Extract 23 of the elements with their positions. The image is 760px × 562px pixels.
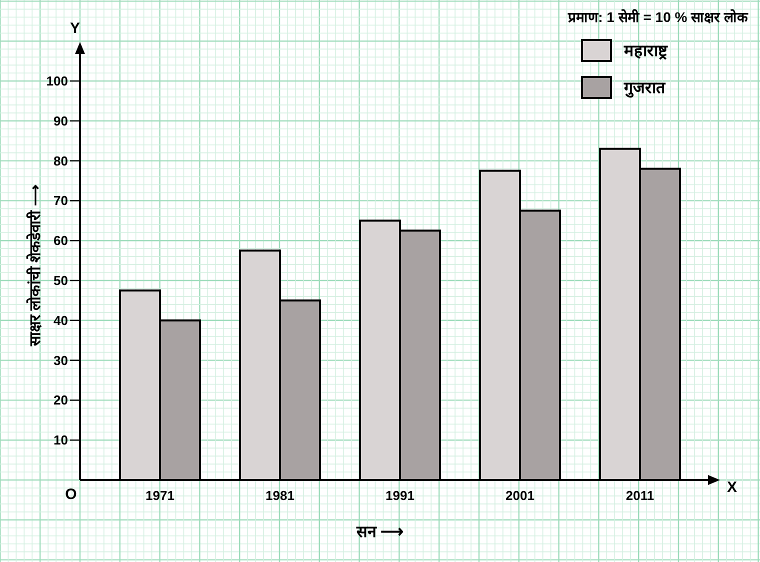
chart-title: प्रमाण: 1 सेमी = 10 % साक्षर लोक	[567, 9, 749, 25]
y-tick-label: 70	[54, 193, 68, 208]
x-tick-label: 1991	[386, 488, 414, 503]
x-axis-title: सन ⟶	[355, 524, 404, 541]
y-tick-label: 50	[54, 273, 68, 288]
y-tick-label: 100	[46, 74, 68, 88]
y-tick-label: 40	[54, 312, 68, 328]
text: Y	[70, 20, 80, 37]
legend-label: गुजरात	[623, 80, 666, 98]
x-tick-label: 2001	[506, 488, 534, 503]
text: O	[65, 486, 78, 503]
x-tick-label: 1981	[266, 488, 294, 503]
y-tick-label: 60	[54, 233, 68, 248]
y-tick-label: 90	[54, 113, 68, 128]
annotation: X	[726, 479, 738, 496]
y-tick-label: 10	[54, 432, 68, 448]
x-tick-label: 1971	[146, 488, 174, 503]
y-tick-label: 30	[54, 352, 68, 368]
legend-label: महाराष्ट्र	[623, 43, 668, 60]
y-axis-title: साक्षर लोकांची शेकडेवारी ⟶	[26, 184, 44, 347]
y-tick-label: 80	[54, 153, 68, 168]
y-tick-label: 20	[54, 392, 68, 408]
x-tick-label: 2011	[626, 488, 654, 503]
